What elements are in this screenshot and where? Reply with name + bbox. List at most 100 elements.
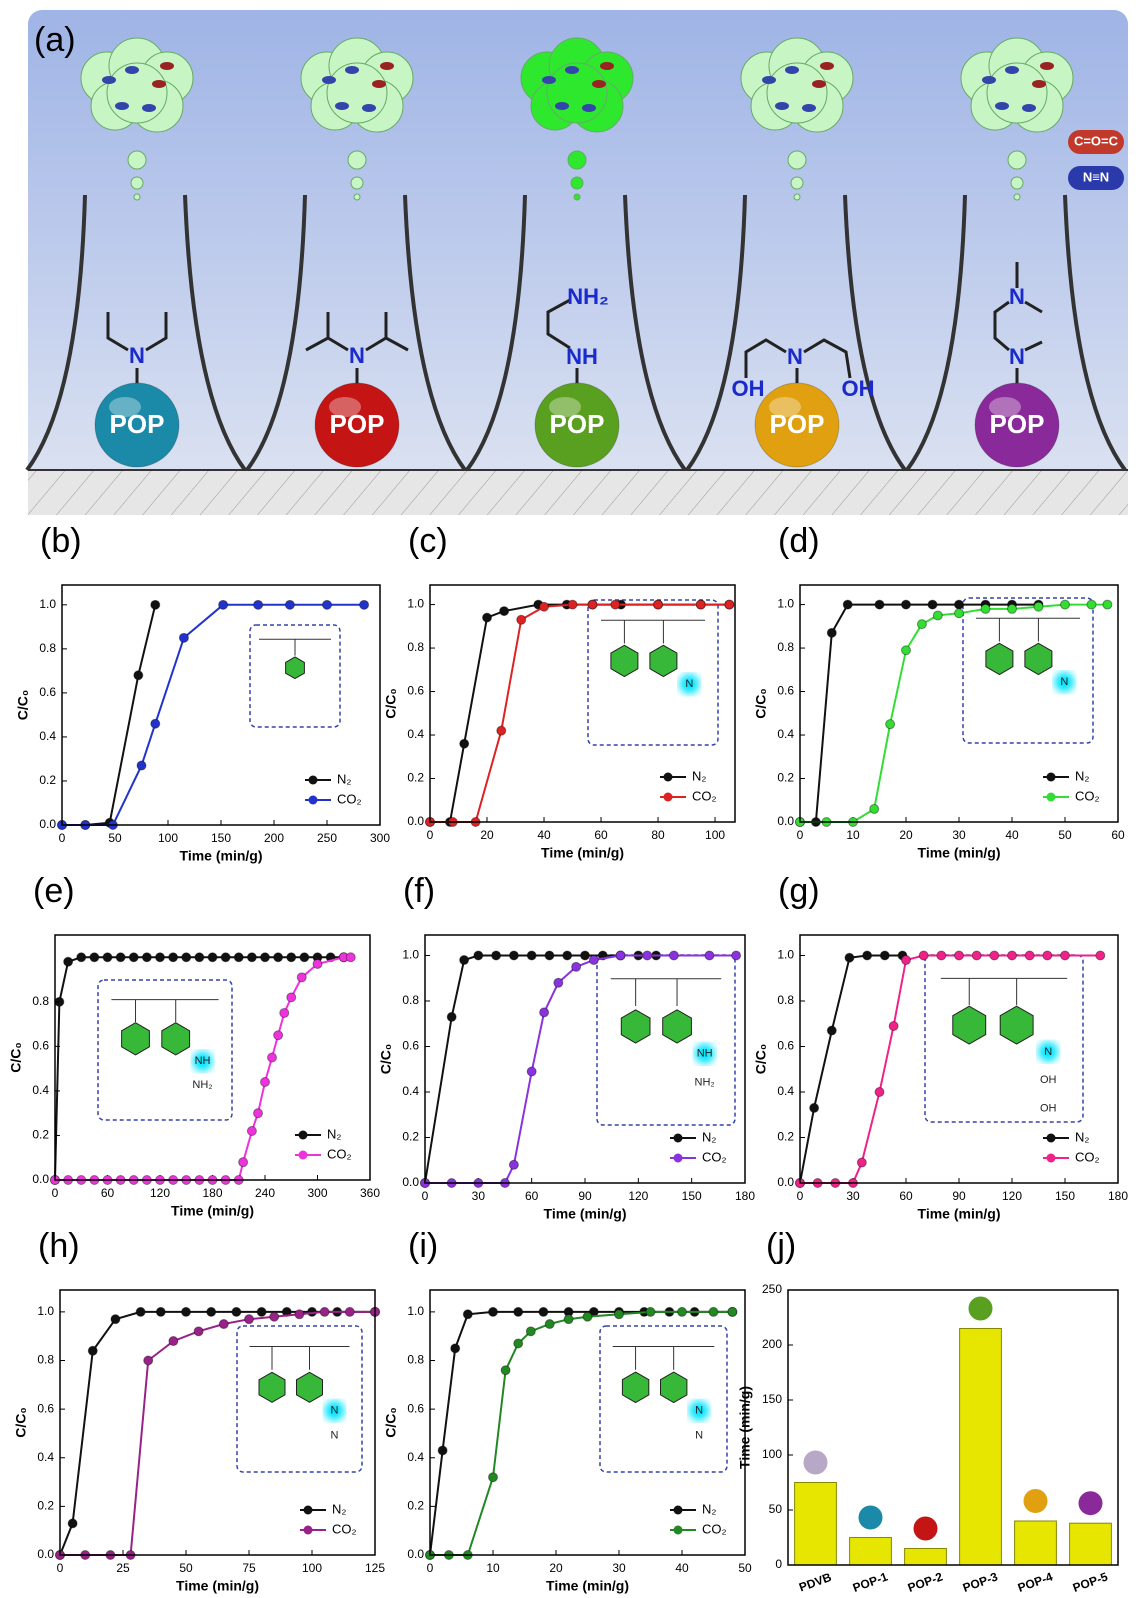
data-point bbox=[1102, 599, 1113, 610]
gas-molecule bbox=[1032, 80, 1046, 88]
particle-label: POP bbox=[990, 409, 1045, 439]
amine-glow bbox=[694, 1043, 715, 1064]
x-axis-label: Time (min/g) bbox=[176, 1578, 259, 1594]
plot-frame bbox=[429, 584, 736, 823]
data-point bbox=[826, 1025, 837, 1036]
phenyl-ring bbox=[649, 644, 678, 678]
x-tick-label: 20 bbox=[480, 828, 494, 842]
y-axis-label: C/C₀ bbox=[378, 1044, 394, 1074]
data-point bbox=[299, 952, 310, 963]
data-point bbox=[296, 972, 307, 983]
data-point bbox=[102, 952, 113, 963]
data-point bbox=[322, 599, 332, 610]
data-point bbox=[168, 952, 179, 963]
data-point bbox=[526, 950, 537, 961]
data-point bbox=[677, 1306, 687, 1317]
x-tick-label: 0 bbox=[427, 1561, 434, 1575]
gas-molecule bbox=[1005, 66, 1019, 74]
particle-highlight bbox=[329, 397, 361, 417]
amine-group: N bbox=[349, 343, 365, 368]
data-point bbox=[936, 950, 947, 961]
y-tick-label: 0.0 bbox=[32, 1172, 49, 1186]
legend-marker bbox=[673, 1525, 683, 1535]
y-tick-label: 1.0 bbox=[407, 1304, 424, 1318]
data-point bbox=[954, 950, 964, 961]
gas-molecule bbox=[982, 76, 996, 84]
data-point bbox=[345, 952, 356, 963]
inset-box bbox=[587, 599, 719, 746]
data-point bbox=[513, 1338, 524, 1349]
bar bbox=[1069, 1522, 1112, 1566]
data-point bbox=[482, 612, 493, 623]
legend-label: N₂ bbox=[337, 771, 351, 786]
data-point bbox=[220, 952, 231, 963]
bar bbox=[959, 1328, 1002, 1566]
series-line bbox=[430, 1310, 733, 1556]
bubble bbox=[133, 193, 141, 201]
x-tick-label: POP-5 bbox=[1071, 1569, 1110, 1595]
data-point bbox=[645, 1306, 656, 1317]
bond bbox=[145, 312, 168, 352]
y-axis-label: C/C₀ bbox=[8, 1042, 24, 1072]
inset-label: N bbox=[1060, 676, 1068, 688]
data-point bbox=[615, 950, 626, 961]
data-point bbox=[508, 1159, 519, 1170]
data-point bbox=[319, 1306, 330, 1317]
inset-box bbox=[236, 1325, 363, 1473]
legend-label: N₂ bbox=[702, 1129, 716, 1144]
gas-molecule bbox=[582, 104, 596, 112]
x-tick-label: 50 bbox=[1058, 828, 1072, 842]
y-tick-label: 150 bbox=[762, 1392, 782, 1406]
y-tick-label: 0.2 bbox=[402, 1130, 419, 1144]
legend-label: N₂ bbox=[692, 768, 706, 783]
amine-glow bbox=[1054, 672, 1075, 693]
x-axis-label: Time (min/g) bbox=[180, 848, 263, 864]
data-point bbox=[582, 1311, 593, 1322]
legend-marker bbox=[308, 775, 318, 785]
inset-box bbox=[962, 597, 1094, 744]
y-tick-label: 0.0 bbox=[407, 814, 424, 828]
legend-label: CO₂ bbox=[1075, 788, 1100, 803]
data-point bbox=[284, 599, 295, 610]
x-tick-label: 240 bbox=[255, 1186, 275, 1200]
gas-molecule bbox=[785, 66, 799, 74]
particle-icon bbox=[968, 1296, 993, 1321]
data-point bbox=[508, 950, 519, 961]
x-axis-label: Time (min/g) bbox=[541, 845, 624, 861]
bond bbox=[744, 338, 787, 378]
y-tick-label: 0.2 bbox=[39, 773, 56, 787]
gas-molecule bbox=[1040, 62, 1054, 70]
x-tick-label: 0 bbox=[52, 1186, 59, 1200]
particle-label: POP bbox=[330, 409, 385, 439]
data-point bbox=[143, 1355, 154, 1366]
data-point bbox=[155, 952, 165, 963]
data-point bbox=[653, 599, 664, 610]
x-tick-label: 90 bbox=[578, 1189, 592, 1203]
y-tick-label: 0.4 bbox=[777, 727, 794, 741]
data-point bbox=[587, 599, 598, 610]
gas-molecule bbox=[380, 62, 394, 70]
plot-frame bbox=[787, 1289, 1119, 1566]
data-point bbox=[1007, 950, 1017, 961]
data-point bbox=[553, 977, 564, 988]
data-point bbox=[267, 1052, 277, 1063]
y-tick-label: 0.4 bbox=[407, 1450, 424, 1464]
y-axis-label: C/C₀ bbox=[13, 1407, 29, 1437]
data-point bbox=[206, 1306, 217, 1317]
panel-label: (g) bbox=[778, 872, 820, 910]
inset-label: NH bbox=[195, 1055, 211, 1067]
phenyl-ring bbox=[258, 1371, 286, 1403]
data-point bbox=[344, 1306, 355, 1317]
phenyl-ring bbox=[161, 1022, 191, 1056]
pore-wall bbox=[623, 194, 687, 472]
gas-molecule bbox=[125, 66, 139, 74]
data-point bbox=[513, 1306, 524, 1317]
data-point bbox=[567, 599, 578, 610]
gas-molecule bbox=[362, 104, 376, 112]
y-tick-label: 0.6 bbox=[777, 1039, 794, 1053]
y-tick-label: 0.8 bbox=[407, 640, 424, 654]
x-tick-label: 150 bbox=[682, 1189, 702, 1203]
pore-wall bbox=[685, 194, 747, 472]
x-tick-label: 0 bbox=[57, 1561, 64, 1575]
gas-molecule bbox=[102, 76, 116, 84]
